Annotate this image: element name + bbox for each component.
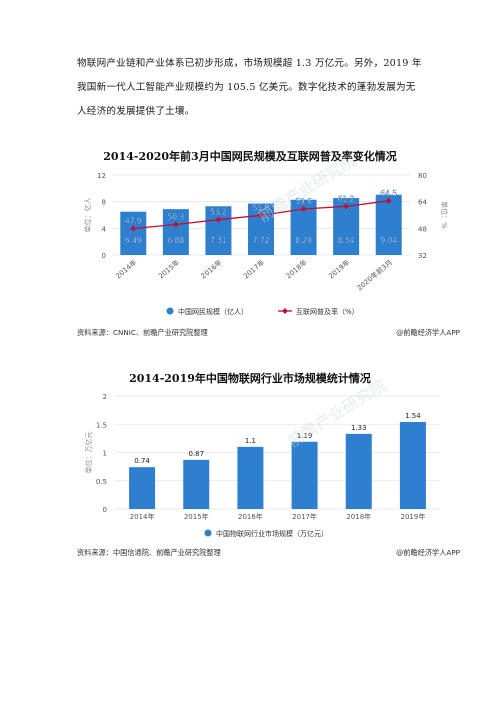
chart2-source: 资料来源：中国信通院、前瞻产业研究院整理 xyxy=(77,548,221,557)
bar-value-label: 7.31 xyxy=(210,236,227,245)
line-point xyxy=(385,197,392,204)
bar xyxy=(162,209,189,255)
line-value-label: 47.9 xyxy=(125,217,142,226)
y-right-tick-label: 48 xyxy=(418,225,427,233)
y-axis-label: 单位：万亿元 xyxy=(84,432,93,474)
y-tick-label: 0.5 xyxy=(96,478,107,486)
bar-value-label: 1.54 xyxy=(405,412,421,420)
bar xyxy=(120,211,147,255)
y-left-tick-label: 12 xyxy=(97,172,106,180)
line-value-label: 61.2 xyxy=(338,194,355,203)
line-value-label: 50.3 xyxy=(168,213,185,222)
bar-value-label: 8.54 xyxy=(338,236,355,245)
line-value-label: 53.2 xyxy=(210,208,227,217)
y-right-axis-label: 单位：% xyxy=(440,201,449,229)
x-tick-label: 2014年 xyxy=(114,258,139,281)
x-tick-label: 2014年 xyxy=(130,512,155,521)
legend-bar-label: 中国物联网行业市场规模（万亿元） xyxy=(216,529,328,538)
legend-line-point xyxy=(282,308,288,314)
line-value-label: 64.5 xyxy=(380,189,397,198)
x-tick-label: 2016年 xyxy=(238,512,263,521)
x-tick-label: 2016年 xyxy=(199,258,224,281)
paragraph-line-3: 人经济的发展提供了土壤。 xyxy=(77,106,195,117)
x-tick-label: 2017年 xyxy=(241,258,266,281)
y-left-tick-label: 0 xyxy=(102,252,106,260)
bar xyxy=(248,203,274,255)
x-tick-label: 2017年 xyxy=(292,512,317,521)
bar xyxy=(183,459,210,509)
y-right-tick-label: 80 xyxy=(418,172,427,180)
y-left-axis-label: 单位：亿人 xyxy=(83,198,92,233)
bar-value-label: 6.88 xyxy=(168,236,185,245)
chart1-credit: @前瞻经济学人APP xyxy=(396,328,460,337)
line-point xyxy=(343,203,350,210)
x-tick-label: 2019年 xyxy=(327,258,352,281)
line-value-label: 55.8 xyxy=(253,203,270,212)
legend-bar-label: 中国网民规模（亿人） xyxy=(178,307,248,316)
bar-value-label: 1.33 xyxy=(351,424,367,432)
line-point xyxy=(172,221,179,228)
intro-paragraph: 物联网产业链和产业体系已初步形成，市场规模超 1.3 万亿元。另外，2019 年… xyxy=(77,52,437,124)
chart1-svg: 0 32 4 48 8 64 12 80 单位：亿人 单位：% 6.49 2014年 6.88 2015年… xyxy=(83,172,449,316)
bar xyxy=(399,421,426,509)
line-point xyxy=(300,206,307,212)
bar xyxy=(291,441,318,509)
y-left-tick-label: 8 xyxy=(102,199,106,207)
x-tick-label: 2015年 xyxy=(184,512,209,521)
legend-bar-marker xyxy=(204,529,212,537)
line-point xyxy=(215,216,222,223)
y-tick-label: 1 xyxy=(103,450,107,458)
line-value-label: 59.6 xyxy=(295,197,312,206)
y-tick-label: 1.5 xyxy=(96,421,107,429)
line-point xyxy=(130,225,137,232)
y-right-tick-label: 64 xyxy=(418,199,427,207)
chart1-source: 资料来源：CNNIC、前瞻产业研究院整理 xyxy=(77,328,208,337)
legend-line-label: 互联网普及率（%） xyxy=(296,307,359,316)
chart2-credit: @前瞻经济学人APP xyxy=(396,548,460,557)
bar xyxy=(129,467,156,509)
x-tick-label: 2015年 xyxy=(156,258,181,281)
bar xyxy=(205,206,232,255)
y-left-tick-label: 4 xyxy=(102,225,107,233)
bar xyxy=(345,433,372,509)
bar-value-label: 1.1 xyxy=(245,437,256,445)
x-tick-label: 2018年 xyxy=(346,512,371,521)
bar xyxy=(237,446,264,509)
bar-value-label: 0.87 xyxy=(188,450,204,458)
y-right-tick-label: 32 xyxy=(418,252,427,260)
chart2-title: 2014-2019年中国物联网行业市场规模统计情况 xyxy=(129,372,371,385)
chart2-svg: 0 0.5 1 1.5 2 单位：万亿元 0.74 2014年 0.87 2015年 1.1 2016… xyxy=(84,393,440,538)
line-point xyxy=(258,212,264,219)
x-tick-label: 2018年 xyxy=(284,258,309,281)
bar-value-label: 1.19 xyxy=(297,432,313,440)
bar-value-label: 9.04 xyxy=(380,236,397,245)
paragraph-line-2: 我国新一代人工智能产业规模约为 105.5 亿美元。数字化技术的蓬勃发展为无 xyxy=(77,82,416,93)
bar-value-label: 8.29 xyxy=(295,236,312,245)
legend-bar-marker xyxy=(166,307,174,315)
paragraph-line-1: 物联网产业链和产业体系已初步形成，市场规模超 1.3 万亿元。另外，2019 年 xyxy=(77,58,422,69)
bar-value-label: 6.49 xyxy=(125,236,142,245)
bar-value-label: 0.74 xyxy=(134,457,150,465)
y-tick-label: 2 xyxy=(103,393,107,401)
x-tick-label: 2019年 xyxy=(401,512,426,521)
bar-value-label: 7.72 xyxy=(253,236,270,245)
y-tick-label: 0 xyxy=(103,506,107,514)
x-tick-label: 2020年前3月 xyxy=(355,258,394,293)
bar xyxy=(375,194,402,255)
chart1-title: 2014-2020年前3月中国网民规模及互联网普及率变化情况 xyxy=(103,150,397,163)
